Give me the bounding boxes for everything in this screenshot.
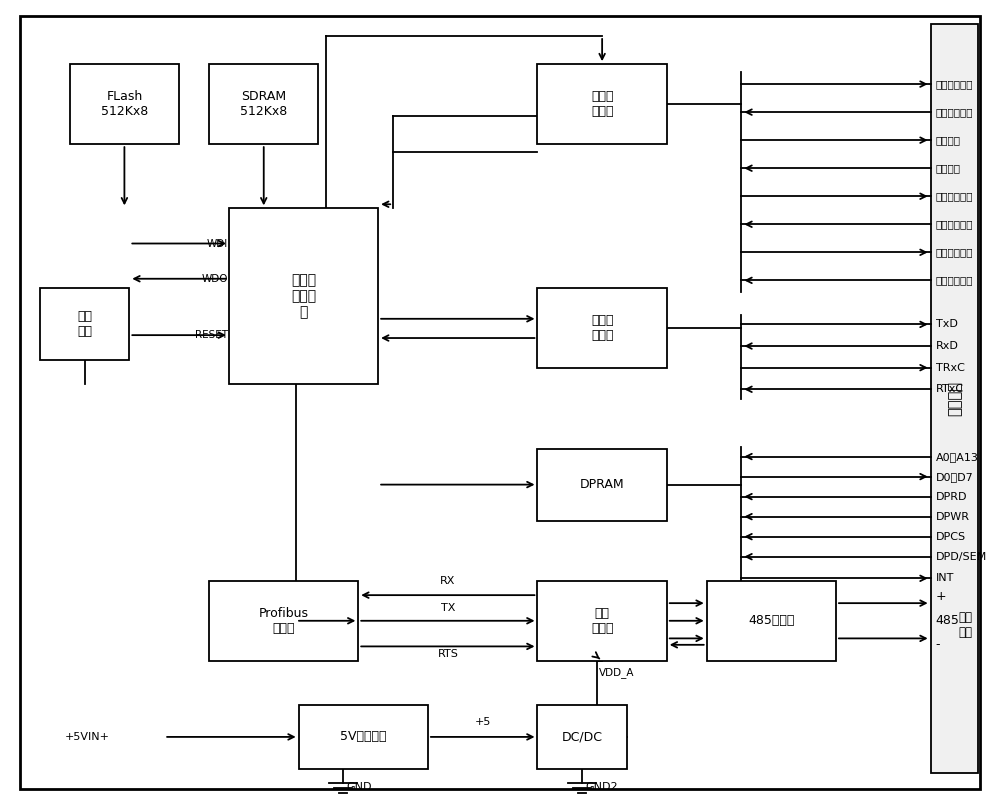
FancyBboxPatch shape bbox=[707, 581, 836, 661]
FancyBboxPatch shape bbox=[537, 449, 667, 521]
Text: 复位备板输出: 复位备板输出 bbox=[936, 191, 973, 201]
Text: 本板输出: 本板输出 bbox=[936, 135, 961, 145]
Text: TX: TX bbox=[441, 603, 455, 613]
Text: 备板故障输入: 备板故障输入 bbox=[936, 276, 973, 285]
Text: DPD/SEM: DPD/SEM bbox=[936, 552, 987, 562]
Text: 本板故障输出: 本板故障输出 bbox=[936, 248, 973, 257]
Text: DPRAM: DPRAM bbox=[580, 478, 624, 491]
Text: DPCS: DPCS bbox=[936, 532, 966, 541]
Text: RESET: RESET bbox=[195, 330, 228, 340]
Text: VDD_A: VDD_A bbox=[599, 667, 635, 678]
Text: +5: +5 bbox=[475, 718, 491, 727]
Text: RX: RX bbox=[440, 576, 456, 586]
FancyBboxPatch shape bbox=[209, 581, 358, 661]
Text: INT: INT bbox=[936, 574, 954, 583]
Text: SDRAM
512Kx8: SDRAM 512Kx8 bbox=[240, 91, 287, 118]
FancyBboxPatch shape bbox=[931, 24, 978, 773]
Text: 主备冗
余逻辑: 主备冗 余逻辑 bbox=[591, 91, 613, 118]
FancyBboxPatch shape bbox=[537, 705, 627, 769]
Text: +5VIN+: +5VIN+ bbox=[65, 732, 110, 742]
Text: 备板复位输入: 备板复位输入 bbox=[936, 219, 973, 229]
Text: GND: GND bbox=[346, 782, 372, 791]
Text: D0～D7: D0～D7 bbox=[936, 472, 973, 481]
Text: GND2: GND2 bbox=[585, 782, 618, 791]
Text: -: - bbox=[936, 638, 940, 651]
Text: 嵌入式
微处理
器: 嵌入式 微处理 器 bbox=[291, 273, 316, 320]
Text: Profibus
协议栈: Profibus 协议栈 bbox=[259, 607, 309, 634]
FancyBboxPatch shape bbox=[299, 705, 428, 769]
FancyBboxPatch shape bbox=[537, 581, 667, 661]
Text: TxD: TxD bbox=[936, 320, 957, 329]
Text: 485收发器: 485收发器 bbox=[748, 614, 795, 627]
FancyBboxPatch shape bbox=[537, 288, 667, 368]
Text: RTS: RTS bbox=[437, 649, 458, 658]
Text: 数字
隔离器: 数字 隔离器 bbox=[591, 607, 613, 634]
Text: RxD: RxD bbox=[936, 341, 958, 351]
FancyBboxPatch shape bbox=[70, 64, 179, 144]
Text: DPRD: DPRD bbox=[936, 492, 967, 501]
Text: +: + bbox=[936, 590, 946, 603]
Text: DPWR: DPWR bbox=[936, 512, 970, 521]
Text: 485: 485 bbox=[936, 614, 959, 627]
Text: DC/DC: DC/DC bbox=[562, 731, 603, 743]
Text: FLash
512Kx8: FLash 512Kx8 bbox=[101, 91, 148, 118]
Text: 5V系统电源: 5V系统电源 bbox=[340, 731, 387, 743]
FancyBboxPatch shape bbox=[537, 64, 667, 144]
Text: 差模
信号: 差模 信号 bbox=[958, 611, 972, 638]
Text: 底板插槽: 底板插槽 bbox=[947, 381, 962, 416]
FancyBboxPatch shape bbox=[209, 64, 318, 144]
FancyBboxPatch shape bbox=[229, 208, 378, 384]
Text: 备板主控输入: 备板主控输入 bbox=[936, 107, 973, 117]
Text: A0～A13: A0～A13 bbox=[936, 452, 978, 461]
FancyBboxPatch shape bbox=[20, 16, 980, 789]
Text: TRxC: TRxC bbox=[936, 363, 964, 372]
Text: RTxC: RTxC bbox=[936, 384, 964, 394]
Text: WDO: WDO bbox=[201, 274, 228, 284]
Text: WDI: WDI bbox=[207, 239, 228, 248]
Text: 本板主控输出: 本板主控输出 bbox=[936, 79, 973, 89]
FancyBboxPatch shape bbox=[40, 288, 129, 360]
Text: 备板输入: 备板输入 bbox=[936, 163, 961, 173]
Text: 同步通
讯接口: 同步通 讯接口 bbox=[591, 315, 613, 342]
Text: 上电
复位: 上电 复位 bbox=[77, 311, 92, 338]
